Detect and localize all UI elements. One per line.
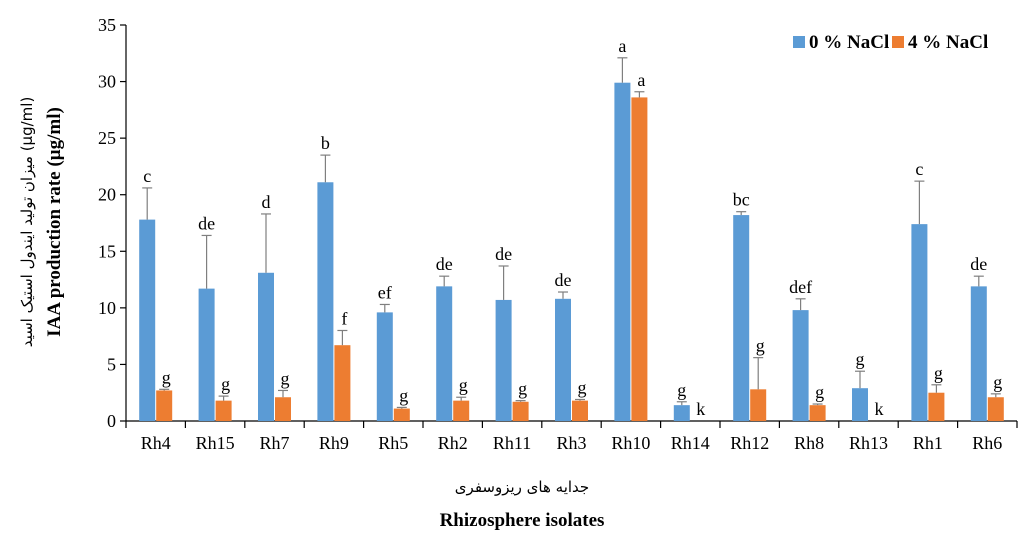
bar bbox=[376, 312, 393, 421]
legend-swatch bbox=[892, 36, 904, 48]
bar bbox=[631, 97, 648, 421]
significance-label: g bbox=[578, 378, 587, 398]
significance-label: f bbox=[341, 308, 347, 328]
significance-label: g bbox=[856, 349, 865, 369]
x-tick-label: Rh9 bbox=[319, 433, 349, 453]
significance-label: g bbox=[677, 380, 686, 400]
significance-label: ef bbox=[378, 282, 392, 302]
significance-label: g bbox=[934, 363, 943, 383]
bar bbox=[453, 400, 470, 421]
y-tick-label: 15 bbox=[98, 241, 116, 261]
y-tick-label: 25 bbox=[98, 128, 116, 148]
significance-label: a bbox=[637, 70, 645, 90]
bar bbox=[156, 390, 173, 421]
significance-label: g bbox=[756, 336, 765, 356]
significance-label: de bbox=[555, 270, 572, 290]
y-tick-label: 35 bbox=[98, 15, 116, 35]
bar bbox=[928, 392, 945, 421]
bar bbox=[555, 298, 571, 421]
x-tick-label: Rh13 bbox=[849, 433, 888, 453]
x-tick-label: Rh10 bbox=[611, 433, 650, 453]
bar bbox=[750, 389, 767, 421]
x-tick-label: Rh7 bbox=[259, 433, 289, 453]
legend-swatch bbox=[793, 36, 805, 48]
significance-label: c bbox=[915, 159, 923, 179]
significance-label: g bbox=[281, 368, 290, 388]
bar bbox=[792, 310, 809, 421]
significance-label: g bbox=[815, 382, 824, 402]
bar bbox=[317, 182, 334, 421]
x-tick-label: Rh1 bbox=[913, 433, 943, 453]
significance-label: bc bbox=[733, 190, 750, 210]
bar bbox=[436, 286, 453, 421]
significance-label: g bbox=[162, 367, 171, 387]
significance-label: k bbox=[696, 399, 705, 419]
y-tick-label: 10 bbox=[98, 298, 116, 318]
significance-label: k bbox=[875, 399, 884, 419]
significance-label: b bbox=[321, 133, 330, 153]
bar bbox=[139, 219, 156, 421]
bar bbox=[733, 215, 750, 421]
significance-label: c bbox=[143, 166, 151, 186]
x-tick-label: Rh5 bbox=[378, 433, 408, 453]
x-axis-title: Rhizosphere isolates bbox=[440, 510, 605, 531]
x-tick-label: Rh8 bbox=[794, 433, 824, 453]
y-tick-label: 20 bbox=[98, 185, 116, 205]
x-tick-label: Rh14 bbox=[671, 433, 710, 453]
significance-label: a bbox=[618, 36, 626, 56]
y-tick-label: 5 bbox=[107, 354, 116, 374]
x-tick-label: Rh2 bbox=[438, 433, 468, 453]
y-axis-title: IAA production rate (µg/ml) bbox=[44, 107, 65, 337]
y-tick-label: 0 bbox=[107, 411, 116, 431]
axes: 0 5 10 15 20 25 30 35 Rh4 Rh15 Rh7 Rh9 Rh5 Rh2 Rh11 Rh3… bbox=[98, 15, 1018, 453]
significance-label: def bbox=[789, 277, 812, 297]
bar bbox=[809, 405, 826, 421]
x-tick-label: Rh12 bbox=[730, 433, 769, 453]
bar bbox=[495, 299, 512, 421]
legend: 0 % NaCl 4 % NaCl bbox=[793, 32, 988, 53]
significance-label: de bbox=[436, 254, 453, 274]
bar bbox=[393, 408, 410, 421]
significance-label: g bbox=[993, 372, 1002, 392]
bar bbox=[614, 82, 631, 422]
bar bbox=[987, 397, 1004, 421]
significance-label: g bbox=[518, 379, 527, 399]
significance-label: de bbox=[970, 254, 987, 274]
x-tick-label: Rh3 bbox=[556, 433, 586, 453]
bar bbox=[275, 397, 291, 421]
legend-label: 0 % NaCl bbox=[809, 32, 889, 53]
bar bbox=[572, 400, 588, 421]
bar bbox=[852, 388, 868, 421]
bar bbox=[258, 272, 274, 421]
significance-label: g bbox=[399, 385, 408, 405]
y-tick-label: 30 bbox=[98, 72, 116, 92]
significance-label: de bbox=[495, 244, 512, 264]
bar bbox=[911, 224, 928, 421]
x-tick-label: Rh4 bbox=[141, 433, 171, 453]
significance-label: g bbox=[221, 374, 230, 394]
bar bbox=[673, 405, 690, 421]
x-tick-label: Rh6 bbox=[972, 433, 1002, 453]
bar bbox=[215, 400, 232, 421]
x-axis-title-persian: جدایه های ریزوسفری bbox=[455, 478, 589, 496]
y-axis-title-persian: میزان تولید ایندول استیک اسید (µg/ml) bbox=[18, 97, 36, 348]
x-tick-label: Rh15 bbox=[196, 433, 235, 453]
bar bbox=[334, 345, 351, 421]
bar bbox=[512, 401, 529, 421]
legend-label: 4 % NaCl bbox=[908, 32, 988, 53]
x-tick-label: Rh11 bbox=[493, 433, 531, 453]
bar bbox=[970, 286, 987, 421]
significance-label: de bbox=[198, 213, 215, 233]
bar bbox=[198, 288, 215, 421]
significance-label: g bbox=[459, 375, 468, 395]
y-axis-title-group: میزان تولید ایندول استیک اسید (µg/ml) IA… bbox=[18, 97, 65, 348]
significance-label: d bbox=[262, 192, 271, 212]
